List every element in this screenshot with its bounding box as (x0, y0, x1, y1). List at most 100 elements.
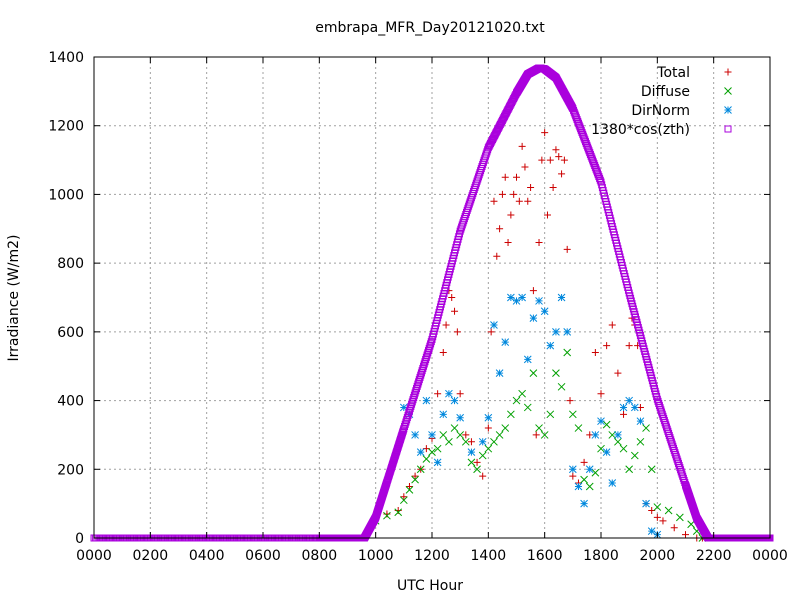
data-point (619, 444, 628, 453)
data-point (453, 328, 461, 336)
data-point (552, 146, 560, 154)
data-point (426, 342, 434, 350)
data-point (512, 396, 521, 405)
data-point (608, 431, 617, 439)
data-point (424, 347, 432, 355)
data-point (568, 465, 577, 474)
data-point (405, 409, 413, 417)
data-point (501, 338, 510, 347)
data-point (439, 348, 447, 356)
data-point (585, 482, 594, 491)
data-point (399, 496, 408, 505)
data-point (569, 472, 577, 480)
data-point (493, 252, 501, 260)
y-tick-label: 1000 (48, 187, 84, 203)
data-point (416, 373, 424, 381)
data-point (484, 413, 493, 422)
data-point (552, 328, 560, 336)
axis-ticks: 0000 0200 0400 0600 0800 1000 1200 1400 1600 1800… (48, 50, 787, 564)
legend-marker (724, 87, 732, 95)
y-axis-label: Irradiance (W/m2) (6, 235, 22, 362)
y-tick-label: 1200 (48, 119, 84, 135)
data-point (424, 349, 432, 357)
data-point (408, 400, 416, 408)
data-point (504, 239, 512, 247)
data-point (411, 475, 419, 484)
data-point (409, 396, 417, 404)
data-point (403, 416, 411, 424)
data-point (560, 156, 568, 164)
data-point (461, 437, 470, 446)
data-point (653, 503, 662, 511)
data-point (383, 511, 391, 520)
data-point (580, 475, 588, 484)
data-point (552, 369, 560, 377)
data-point (580, 499, 588, 508)
data-point (546, 156, 554, 164)
y-tick-label: 200 (57, 462, 84, 478)
x-tick-label: 0800 (302, 548, 338, 564)
x-axis-label: UTC Hour (397, 578, 463, 594)
data-point (410, 391, 418, 399)
data-point (541, 129, 549, 137)
x-tick-label: 0000 (752, 548, 788, 564)
data-point (614, 369, 622, 377)
data-point (529, 287, 537, 295)
data-point (406, 405, 414, 413)
data-point (498, 190, 506, 198)
data-point (532, 431, 540, 439)
data-point (410, 393, 418, 401)
data-point (439, 410, 448, 419)
data-point (445, 389, 453, 398)
data-point (403, 414, 411, 422)
data-point (405, 407, 413, 415)
legend-label: DirNorm (631, 103, 690, 119)
data-point (478, 451, 487, 460)
data-point (614, 431, 622, 439)
data-point (574, 424, 583, 432)
data-point (473, 465, 481, 474)
data-point (602, 420, 611, 429)
data-point (619, 403, 628, 412)
data-point (490, 197, 498, 205)
data-point (433, 458, 442, 467)
data-point (602, 448, 611, 456)
data-point (411, 472, 419, 480)
data-point (620, 410, 628, 418)
legend-marker (724, 68, 732, 76)
data-point (501, 424, 510, 432)
legend-label: Total (656, 65, 690, 81)
data-point (445, 437, 453, 446)
y-tick-label: 0 (75, 531, 84, 547)
data-point (676, 513, 684, 522)
data-point (647, 527, 656, 535)
y-tick-label: 600 (57, 325, 84, 341)
data-point (407, 402, 415, 410)
data-point (450, 396, 459, 405)
data-point (404, 411, 412, 419)
legend-marker (724, 125, 732, 133)
data-point (523, 403, 532, 412)
data-point (563, 245, 571, 253)
data-point (422, 356, 430, 364)
x-tick-label: 0000 (76, 548, 112, 564)
data-point (405, 486, 414, 494)
data-point (400, 493, 408, 501)
data-point (402, 418, 410, 426)
data-point (543, 211, 551, 219)
data-point (557, 293, 566, 302)
data-point (603, 342, 611, 350)
data-point (687, 520, 695, 529)
y-tick-label: 1400 (48, 50, 84, 66)
data-point (400, 425, 408, 433)
data-point (413, 385, 421, 393)
chart-title: embrapa_MFR_Day20121020.txt (315, 20, 545, 36)
data-point (423, 351, 431, 359)
data-point (442, 321, 450, 329)
data-point (419, 364, 427, 372)
y-tick-label: 400 (57, 394, 84, 410)
data-point (518, 389, 526, 398)
data-point (568, 410, 577, 419)
data-point (433, 444, 442, 453)
